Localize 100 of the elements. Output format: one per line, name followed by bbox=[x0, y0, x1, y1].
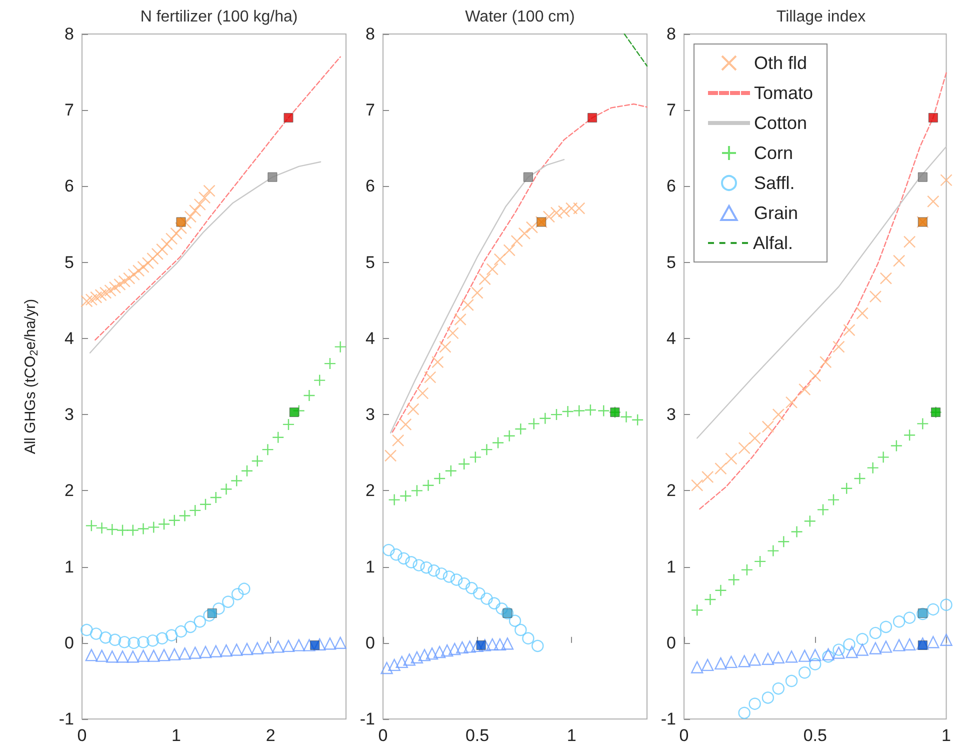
point bbox=[400, 418, 412, 431]
point bbox=[916, 638, 929, 650]
point bbox=[809, 658, 822, 670]
point bbox=[892, 254, 906, 267]
point bbox=[446, 327, 459, 340]
point bbox=[282, 418, 295, 431]
point bbox=[403, 654, 416, 666]
legend-label: Oth fld bbox=[754, 53, 808, 73]
y-tick-label: 0 bbox=[366, 633, 375, 652]
y-tick-label: 3 bbox=[666, 405, 676, 424]
point bbox=[532, 640, 544, 652]
point bbox=[262, 443, 274, 456]
point bbox=[272, 431, 284, 444]
point bbox=[738, 442, 750, 454]
point bbox=[877, 451, 890, 464]
y-tick-label: 7 bbox=[666, 100, 676, 120]
point bbox=[426, 647, 438, 660]
point bbox=[869, 642, 882, 654]
point bbox=[471, 286, 484, 299]
point bbox=[539, 412, 552, 424]
point bbox=[137, 650, 150, 662]
point bbox=[558, 205, 570, 218]
point bbox=[165, 629, 178, 642]
y-tick-label: 4 bbox=[366, 328, 375, 348]
y-tick-label: 5 bbox=[64, 252, 74, 272]
x-tick-label: 0.5 bbox=[465, 726, 490, 745]
point bbox=[725, 452, 738, 465]
point bbox=[240, 464, 254, 477]
x-tick-label: 0.5 bbox=[803, 726, 827, 745]
point bbox=[820, 356, 832, 368]
point bbox=[588, 112, 598, 122]
point bbox=[184, 620, 197, 633]
point bbox=[892, 615, 906, 628]
point bbox=[151, 248, 164, 260]
point bbox=[562, 405, 574, 418]
point bbox=[441, 644, 454, 657]
point bbox=[114, 278, 126, 291]
point bbox=[940, 598, 952, 611]
point bbox=[174, 625, 188, 638]
point bbox=[903, 236, 916, 248]
text: Alfal. bbox=[753, 233, 794, 253]
point bbox=[207, 608, 217, 618]
point bbox=[289, 408, 299, 418]
y-tick-label: 7 bbox=[366, 100, 375, 120]
line-series bbox=[390, 158, 565, 434]
point bbox=[631, 414, 644, 426]
y-tick-label: 3 bbox=[366, 405, 375, 424]
point bbox=[407, 403, 420, 416]
point bbox=[390, 548, 402, 561]
point bbox=[928, 112, 938, 122]
point bbox=[916, 418, 929, 430]
point bbox=[148, 650, 160, 662]
point bbox=[90, 628, 102, 640]
point bbox=[691, 661, 704, 674]
point bbox=[422, 479, 434, 492]
point bbox=[128, 268, 140, 281]
point bbox=[292, 639, 305, 652]
point bbox=[96, 522, 108, 534]
point bbox=[526, 221, 538, 234]
point bbox=[514, 422, 527, 436]
point bbox=[148, 521, 160, 534]
point bbox=[880, 640, 892, 653]
point bbox=[433, 472, 446, 485]
chart-title: Tillage index bbox=[776, 8, 866, 26]
point bbox=[174, 222, 188, 234]
y-tick-label: 1 bbox=[366, 557, 375, 576]
point bbox=[268, 172, 278, 182]
point bbox=[240, 642, 254, 656]
point bbox=[473, 587, 486, 600]
y-tick-label: 8 bbox=[366, 24, 375, 44]
point bbox=[85, 294, 98, 306]
point bbox=[918, 608, 928, 618]
point bbox=[210, 645, 222, 658]
point bbox=[126, 650, 140, 663]
point bbox=[514, 624, 527, 636]
chart-title: N fertilizer (100 kg/ha) bbox=[140, 8, 298, 26]
line-series bbox=[392, 103, 648, 433]
point bbox=[210, 491, 222, 504]
point bbox=[503, 430, 516, 442]
point bbox=[598, 404, 610, 417]
point bbox=[918, 172, 928, 182]
y-tick-label: 0 bbox=[666, 633, 676, 652]
point bbox=[99, 286, 112, 299]
point bbox=[396, 656, 408, 668]
point bbox=[428, 564, 440, 577]
point bbox=[488, 597, 500, 610]
y-tick-label: 2 bbox=[366, 481, 375, 500]
point bbox=[303, 639, 316, 652]
point bbox=[222, 596, 234, 608]
point bbox=[584, 404, 597, 416]
point bbox=[160, 238, 173, 250]
point bbox=[230, 474, 243, 487]
point bbox=[501, 638, 514, 650]
y-tick-label: 1 bbox=[64, 557, 74, 576]
point bbox=[508, 614, 522, 627]
point bbox=[785, 396, 798, 408]
y-tick-label: 2 bbox=[64, 481, 74, 500]
point bbox=[380, 662, 393, 674]
point bbox=[170, 227, 182, 240]
point bbox=[388, 494, 400, 506]
